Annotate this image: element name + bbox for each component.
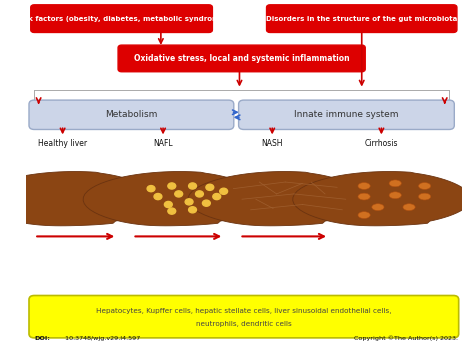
Text: Healthy liver: Healthy liver: [38, 139, 87, 148]
Circle shape: [202, 200, 210, 206]
Text: Metabolism: Metabolism: [105, 110, 157, 119]
Ellipse shape: [419, 193, 431, 200]
Text: Inflammation: Inflammation: [166, 298, 217, 308]
Polygon shape: [0, 172, 156, 226]
FancyBboxPatch shape: [238, 100, 454, 129]
FancyBboxPatch shape: [31, 5, 212, 33]
Text: Risk factors (obesity, diabetes, metabolic syndrome): Risk factors (obesity, diabetes, metabol…: [16, 16, 227, 22]
Ellipse shape: [389, 192, 401, 199]
Polygon shape: [293, 172, 471, 226]
Ellipse shape: [358, 182, 370, 189]
Text: Disorders in the structure of the gut microbiota: Disorders in the structure of the gut mi…: [266, 16, 457, 22]
Text: DOI:: DOI:: [34, 336, 50, 341]
Circle shape: [168, 208, 176, 214]
Text: Copyright ©The Author(s) 2023.: Copyright ©The Author(s) 2023.: [350, 335, 458, 341]
Circle shape: [220, 188, 228, 194]
Circle shape: [154, 193, 162, 200]
Ellipse shape: [358, 212, 370, 218]
Text: Hepatocytes, Kupffer cells, hepatic stellate cells, liver sinusoidal endothelial: Hepatocytes, Kupffer cells, hepatic stel…: [96, 308, 392, 314]
Text: neutrophils, dendritic cells: neutrophils, dendritic cells: [196, 321, 292, 327]
Ellipse shape: [372, 204, 384, 211]
Text: Oxidative stress, local and systemic inflammation: Oxidative stress, local and systemic inf…: [134, 54, 349, 63]
Ellipse shape: [389, 180, 401, 187]
Ellipse shape: [419, 182, 431, 189]
Ellipse shape: [358, 193, 370, 200]
Circle shape: [189, 183, 196, 189]
Text: Cirrhosis: Cirrhosis: [365, 139, 398, 148]
Text: 10.3748/wjg.v29.l4.597: 10.3748/wjg.v29.l4.597: [63, 336, 140, 341]
FancyBboxPatch shape: [29, 100, 234, 129]
Polygon shape: [188, 172, 366, 226]
Text: NAFL: NAFL: [153, 139, 173, 148]
Circle shape: [168, 183, 176, 189]
Circle shape: [175, 191, 182, 197]
Circle shape: [206, 184, 214, 190]
Text: Fibrosis: Fibrosis: [284, 298, 313, 308]
Polygon shape: [83, 172, 261, 226]
FancyBboxPatch shape: [29, 296, 459, 338]
Text: NASH: NASH: [262, 139, 283, 148]
Circle shape: [147, 186, 155, 192]
Circle shape: [213, 193, 221, 200]
Ellipse shape: [403, 204, 415, 211]
Text: Lipid accumulation: Lipid accumulation: [48, 298, 121, 308]
Circle shape: [164, 201, 172, 208]
Circle shape: [185, 199, 193, 205]
FancyBboxPatch shape: [266, 5, 457, 33]
Circle shape: [189, 207, 196, 213]
FancyBboxPatch shape: [118, 45, 365, 72]
Text: Innate immune system: Innate immune system: [294, 110, 399, 119]
Circle shape: [195, 191, 203, 197]
